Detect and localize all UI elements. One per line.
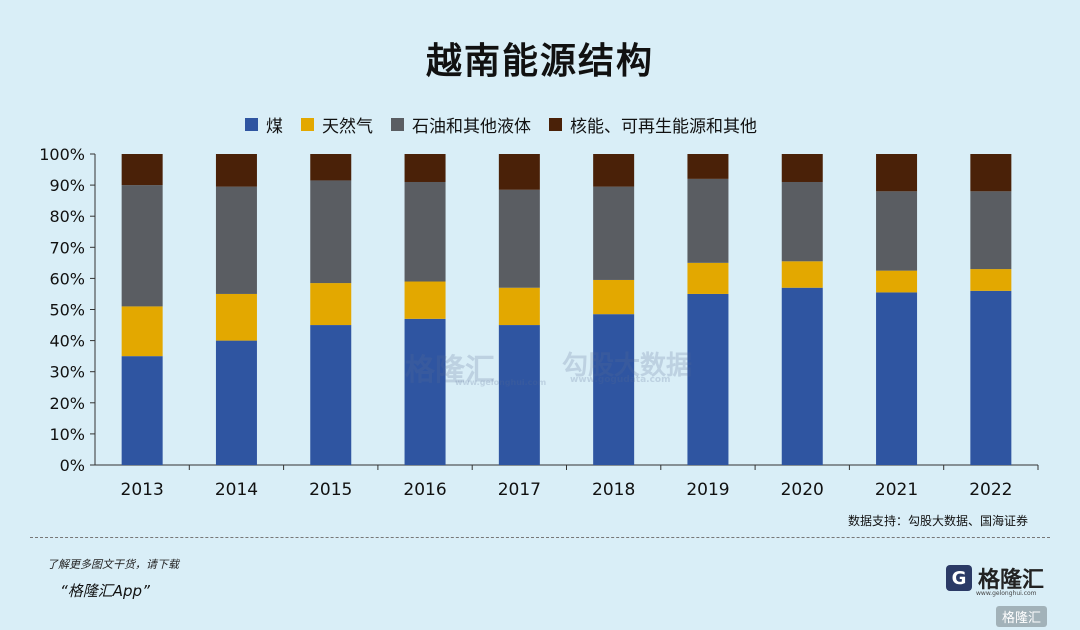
- bar-segment-2020-3: [781, 154, 823, 182]
- y-tick-label: 90%: [49, 176, 85, 195]
- bar-segment-2017-2: [498, 189, 540, 288]
- watermark-right-url: www.gogudata.com: [570, 375, 671, 385]
- legend-label-oil: 石油和其他液体: [412, 117, 531, 137]
- legend-label-gas: 天然气: [322, 117, 373, 137]
- bar-segment-2020-2: [781, 181, 823, 262]
- y-tick-label: 30%: [49, 363, 85, 382]
- x-tick-label: 2016: [403, 480, 446, 500]
- x-tick-label: 2017: [498, 480, 541, 500]
- legend-item-nuclear-renewable: 核能、可再生能源和其他: [549, 112, 757, 137]
- bar-segment-2013-2: [121, 185, 163, 307]
- bar-segment-2019-3: [687, 154, 729, 179]
- brand-logo: G 格隆汇: [946, 562, 1044, 594]
- y-tick-label: 80%: [49, 207, 85, 226]
- bar-segment-2014-0: [215, 340, 257, 465]
- bar-segment-2015-0: [310, 325, 352, 465]
- bar-segment-2022-1: [970, 269, 1012, 291]
- x-tick-label: 2018: [592, 480, 635, 500]
- promo-app-name: “格隆汇App”: [60, 582, 150, 600]
- bar-segment-2013-3: [121, 154, 163, 186]
- y-tick-label: 20%: [49, 394, 85, 413]
- bar-segment-2021-1: [876, 270, 918, 293]
- y-tick-label: 70%: [49, 238, 85, 257]
- stacked-bar-chart: 0% 10% 20% 30% 40% 50% 60% 70% 80% 90% 100% 2013 201…: [39, 145, 1039, 500]
- data-source: 数据支持：勾股大数据、国海证券: [847, 514, 1028, 528]
- legend-swatch-nuclear-renewable: [549, 118, 562, 131]
- bar-segment-2021-3: [876, 154, 918, 192]
- brand-name: 格隆汇: [978, 568, 1045, 593]
- bar-segment-2014-2: [215, 186, 257, 294]
- bar-segment-2015-1: [310, 283, 352, 326]
- bar-segment-2013-0: [121, 356, 163, 465]
- brand-url: www.gelonghui.com: [976, 590, 1037, 597]
- bar-segment-2021-0: [876, 292, 918, 465]
- y-tick-label: 40%: [49, 332, 85, 351]
- watermark-left: 格隆汇: [405, 353, 495, 388]
- watermark-right: 勾股大数据: [562, 351, 693, 381]
- bar-segment-2020-1: [781, 261, 823, 288]
- bar-segment-2019-1: [687, 262, 729, 294]
- bar-segment-2018-3: [593, 154, 635, 187]
- brand-g-icon: G: [946, 565, 972, 591]
- y-tick-label: 60%: [49, 269, 85, 288]
- bar-segment-2018-1: [593, 279, 635, 315]
- y-tick-label: 100%: [39, 145, 85, 164]
- bar-segment-2021-2: [876, 191, 918, 271]
- bar-segment-2018-2: [593, 186, 635, 280]
- legend-item-oil: 石油和其他液体: [391, 112, 531, 137]
- y-tick-label: 50%: [49, 301, 85, 320]
- x-tick-label: 2022: [969, 480, 1012, 500]
- bar-segment-2019-0: [687, 293, 729, 465]
- x-tick-label: 2015: [309, 480, 352, 500]
- bar-segment-2019-2: [687, 178, 729, 263]
- bar-segment-2022-0: [970, 290, 1012, 465]
- chart-title: 越南能源结构: [425, 41, 654, 82]
- chart-legend: 煤 天然气 石油和其他液体 核能、可再生能源和其他: [245, 112, 757, 137]
- legend-item-coal: 煤: [245, 112, 283, 137]
- x-tick-label: 2019: [686, 480, 729, 500]
- bar-segment-2016-3: [404, 154, 446, 182]
- bar-segment-2018-0: [593, 314, 635, 465]
- bar-segment-2016-1: [404, 281, 446, 319]
- legend-swatch-coal: [245, 118, 258, 131]
- x-tick-label: 2020: [781, 480, 824, 500]
- bar-segment-2016-2: [404, 181, 446, 282]
- bar-segment-2015-3: [310, 154, 352, 181]
- x-tick-label: 2021: [875, 480, 918, 500]
- bar-segment-2014-1: [215, 293, 257, 341]
- bar-segment-2013-1: [121, 306, 163, 357]
- corner-watermark: 格隆汇: [996, 606, 1048, 627]
- bar-segment-2017-0: [498, 325, 540, 465]
- bar-segment-2020-0: [781, 287, 823, 465]
- legend-label-coal: 煤: [266, 117, 283, 137]
- bar-segment-2022-2: [970, 191, 1012, 270]
- divider: [30, 537, 1050, 538]
- legend-swatch-gas: [301, 118, 314, 131]
- bar-segment-2017-3: [498, 154, 540, 190]
- legend-swatch-oil: [391, 118, 404, 131]
- bar-segment-2016-0: [404, 318, 446, 465]
- legend-label-nuclear-renewable: 核能、可再生能源和其他: [570, 117, 757, 137]
- bar-segment-2014-3: [215, 154, 257, 187]
- legend-item-gas: 天然气: [301, 112, 373, 137]
- watermark-left-url: www.gelonghui.com: [455, 378, 547, 387]
- x-tick-label: 2014: [215, 480, 258, 500]
- y-tick-label: 0%: [60, 456, 85, 475]
- bar-segment-2017-1: [498, 287, 540, 326]
- y-tick-label: 10%: [49, 425, 85, 444]
- bar-segment-2022-3: [970, 154, 1012, 192]
- promo-text: 了解更多图文干货，请下载: [47, 558, 179, 571]
- x-tick-label: 2013: [121, 480, 164, 500]
- bar-segment-2015-2: [310, 180, 352, 284]
